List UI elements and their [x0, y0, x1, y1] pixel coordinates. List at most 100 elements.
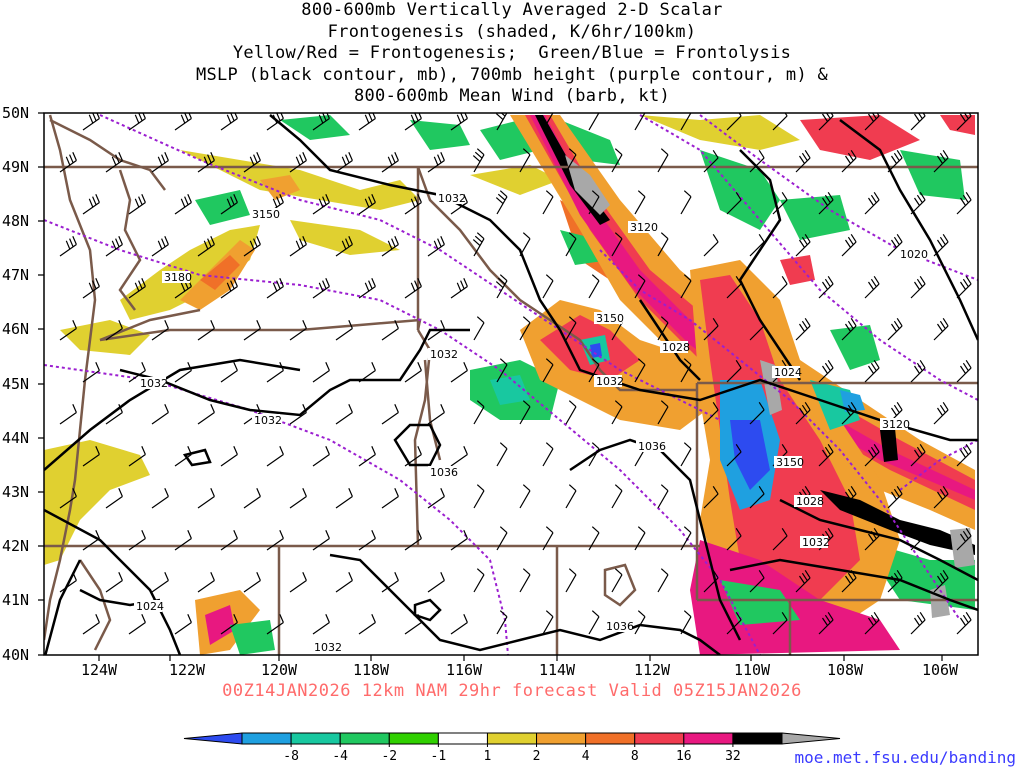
pressure-contour [393, 423, 442, 467]
height-label: 3120 [882, 418, 910, 431]
wind-barb [128, 530, 146, 551]
columbia-river [99, 308, 201, 342]
wind-barb [680, 113, 692, 131]
wind-barb [657, 148, 669, 173]
forecast-valid-time: 00Z14JAN2026 12km NAM 29hr forecast Vali… [222, 681, 802, 701]
wind-barb [404, 113, 422, 131]
wind-barb [749, 317, 765, 341]
frontogenesis-patch [260, 175, 300, 200]
wind-barb [220, 194, 238, 215]
longitude-axis: 124W 122W 120W 118W 116W 114W 112W 110W … [81, 661, 959, 679]
wind-barb [772, 191, 788, 215]
wind-barb [864, 443, 880, 467]
wind-barb [795, 401, 811, 425]
wind-barb [588, 190, 600, 215]
colorbar-tick-label: 16 [676, 749, 692, 764]
wind-barb [565, 568, 577, 593]
wind-barb [473, 568, 485, 593]
lat-label: 47N [2, 266, 29, 284]
wind-barb [657, 568, 669, 593]
lon-label: 112W [634, 661, 671, 679]
frontogenesis-patch [205, 605, 235, 645]
wind-barb [174, 446, 192, 467]
wind-barb [220, 446, 238, 467]
height-contour [599, 249, 961, 621]
wind-barb [795, 149, 811, 173]
wind-barb [450, 194, 468, 215]
wind-barb [818, 191, 834, 215]
wind-barb [864, 611, 880, 635]
wind-barb [634, 526, 646, 551]
wind-barb [542, 526, 554, 551]
frontolysis-patch [830, 325, 880, 370]
wind-barb [220, 113, 238, 131]
wind-barb [657, 232, 669, 257]
pressure-contour [779, 498, 978, 582]
frontogenesis-band [800, 115, 920, 160]
lat-label: 45N [2, 375, 29, 393]
pressure-label: 1024 [136, 600, 164, 613]
pressure-label: 1032 [254, 414, 282, 427]
wind-barb [680, 358, 692, 383]
wind-barb [841, 401, 857, 425]
wind-barb [450, 362, 468, 383]
pressure-label: 1028 [796, 495, 824, 508]
wind-barb [496, 442, 508, 467]
wind-barb [703, 569, 719, 593]
wind-barb [243, 320, 261, 341]
wind-barb [749, 485, 765, 509]
pressure-contour [119, 328, 470, 417]
title-line: Yellow/Red = Frontogenesis; Green/Blue =… [232, 43, 792, 63]
wind-barb [335, 572, 353, 593]
wind-barb [266, 530, 284, 551]
wind-barb [703, 485, 719, 509]
wind-barb [956, 527, 972, 551]
wind-barb [841, 317, 857, 341]
wind-barb [726, 611, 742, 635]
wind-barb [818, 611, 834, 635]
pressure-label: 1028 [662, 341, 690, 354]
wind-barb [680, 610, 692, 635]
wind-barb [266, 278, 284, 299]
wind-barb [818, 359, 834, 383]
wind-barb [243, 152, 261, 173]
wind-barb [910, 113, 926, 131]
wind-barb [312, 362, 330, 383]
axis-ticks [38, 112, 943, 661]
colorbar-tick-label: -2 [381, 749, 397, 764]
wind-barb [726, 275, 742, 299]
wind-barb [588, 113, 600, 131]
wind-barb [312, 194, 330, 215]
wind-barb [404, 194, 422, 215]
pressure-label: 1036 [430, 466, 458, 479]
wind-barb [243, 236, 261, 257]
wind-barb [473, 400, 485, 425]
wind-barb [519, 484, 531, 509]
wind-barb [473, 316, 485, 341]
ca-coast-south [78, 559, 112, 651]
wind-barb [496, 610, 508, 635]
source-credit: moe.met.fsu.edu/banding [794, 748, 1016, 767]
wind-barb [82, 446, 100, 467]
colorbar-tick-label: 1 [484, 749, 492, 764]
frontolysis-patch [280, 115, 350, 140]
wind-barb [59, 488, 77, 509]
wind-barb [841, 149, 857, 173]
frontogenesis-patch [290, 220, 400, 255]
colorbar-swatch [536, 732, 587, 745]
colorbar-swatch [781, 732, 841, 745]
wind-barb [495, 274, 508, 299]
wind-barb [726, 359, 742, 383]
wind-barb [59, 404, 77, 425]
wind-barb [841, 569, 857, 593]
wind-barb [634, 610, 646, 635]
wind-barb [634, 113, 646, 131]
wind-barb [82, 530, 100, 551]
colorbar-tick-label: 4 [582, 749, 590, 764]
lat-label: 50N [2, 104, 29, 122]
wind-barb [358, 194, 376, 215]
lat-label: 40N [2, 646, 29, 664]
wind-barb [450, 446, 468, 467]
wind-barb [703, 149, 719, 173]
wind-barb [864, 527, 880, 551]
